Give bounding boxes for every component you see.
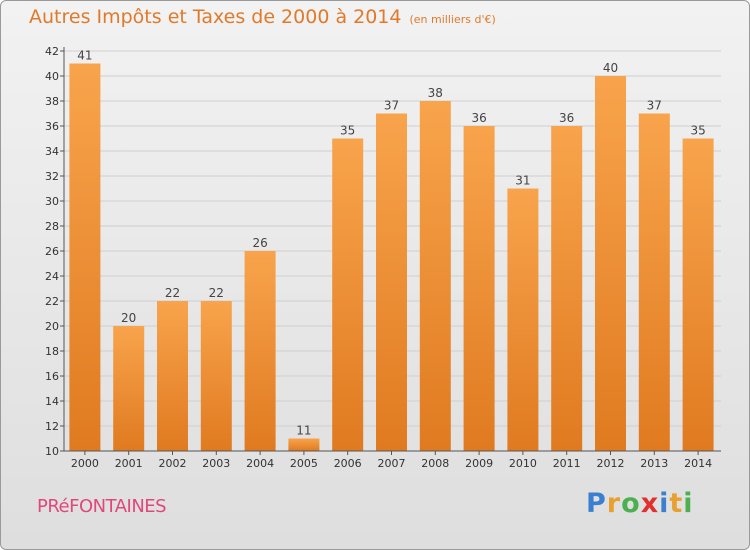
- y-tick-label: 38: [45, 95, 59, 108]
- bar-value-label: 26: [252, 236, 267, 250]
- y-tick-label: 32: [45, 170, 59, 183]
- bar: [551, 126, 583, 451]
- logo-letter: r: [606, 488, 622, 519]
- x-tick-label: 2005: [290, 457, 318, 470]
- bar-value-label: 36: [471, 111, 486, 125]
- bar: [244, 251, 276, 451]
- bar: [69, 63, 101, 451]
- bar: [463, 126, 495, 451]
- y-tick-label: 16: [45, 370, 59, 383]
- bar: [288, 438, 320, 451]
- bar-value-label: 35: [340, 124, 355, 138]
- x-tick-label: 2006: [334, 457, 362, 470]
- y-tick-label: 14: [45, 395, 59, 408]
- bar: [332, 138, 364, 451]
- logo-letter: t: [669, 488, 684, 519]
- bar-value-label: 36: [559, 111, 574, 125]
- logo-letter: i: [683, 488, 694, 519]
- x-tick-label: 2007: [378, 457, 406, 470]
- bar-value-label: 22: [209, 286, 224, 300]
- bar-value-label: 31: [515, 174, 530, 188]
- bar: [595, 76, 626, 451]
- x-tick-label: 2002: [159, 457, 187, 470]
- bar: [157, 301, 188, 451]
- proxiti-logo[interactable]: Proxiti: [586, 488, 694, 519]
- x-tick-label: 2009: [465, 457, 493, 470]
- commune-name: PRéFONTAINES: [37, 496, 167, 517]
- x-tick-label: 2001: [115, 457, 143, 470]
- logo-letter: x: [640, 488, 660, 519]
- y-tick-label: 10: [45, 445, 59, 458]
- bar: [376, 113, 407, 451]
- logo-letter: P: [586, 488, 607, 519]
- y-tick-label: 12: [45, 420, 59, 433]
- y-tick-label: 34: [45, 145, 59, 158]
- x-tick-label: 2004: [246, 457, 274, 470]
- logo-letter: o: [621, 488, 641, 519]
- y-tick-label: 20: [45, 320, 59, 333]
- x-tick-label: 2013: [640, 457, 668, 470]
- y-tick-label: 42: [45, 45, 59, 58]
- y-tick-label: 30: [45, 195, 59, 208]
- chart-unit: (en milliers d'€): [409, 13, 496, 26]
- bar-value-label: 20: [121, 311, 136, 325]
- bars: 41 20 22 22 26 11 35 37 38 36 31 36 40 37 35: [69, 49, 714, 451]
- chart-title: Autres Impôts et Taxes de 2000 à 2014 (en…: [29, 6, 496, 28]
- bar-value-label: 38: [428, 86, 443, 100]
- bar: [419, 101, 451, 451]
- bar-value-label: 40: [603, 61, 618, 75]
- x-tick-label: 2000: [71, 457, 99, 470]
- bar: [113, 326, 145, 451]
- x-tick-label: 2008: [421, 457, 449, 470]
- bar-value-label: 11: [296, 424, 311, 438]
- x-tick-label: 2011: [553, 457, 581, 470]
- x-tick-label: 2003: [202, 457, 230, 470]
- y-tick-label: 26: [45, 245, 59, 258]
- y-tick-label: 28: [45, 220, 59, 233]
- y-tick-label: 22: [45, 295, 59, 308]
- x-tick-label: 2012: [597, 457, 625, 470]
- bar-value-label: 22: [165, 286, 180, 300]
- bar: [200, 301, 232, 451]
- x-tick-label: 2010: [509, 457, 537, 470]
- bar: [507, 188, 539, 451]
- y-tick-label: 36: [45, 120, 59, 133]
- x-tick-label: 2014: [684, 457, 712, 470]
- bar-value-label: 37: [384, 99, 399, 113]
- chart-title-text: Autres Impôts et Taxes de 2000 à 2014: [29, 6, 402, 28]
- bar-value-label: 41: [77, 49, 92, 63]
- y-tick-label: 18: [45, 345, 59, 358]
- bar: [638, 113, 670, 451]
- bar: [682, 138, 714, 451]
- bar-value-label: 37: [647, 99, 662, 113]
- logo-letter: i: [659, 488, 670, 519]
- bar-value-label: 35: [690, 124, 705, 138]
- y-tick-label: 24: [45, 270, 59, 283]
- axes: 10 12 14 16 18 20 22 24 26 28 30 32 34 36 38 40 42 2000 20…: [45, 45, 721, 470]
- y-tick-label: 40: [45, 70, 59, 83]
